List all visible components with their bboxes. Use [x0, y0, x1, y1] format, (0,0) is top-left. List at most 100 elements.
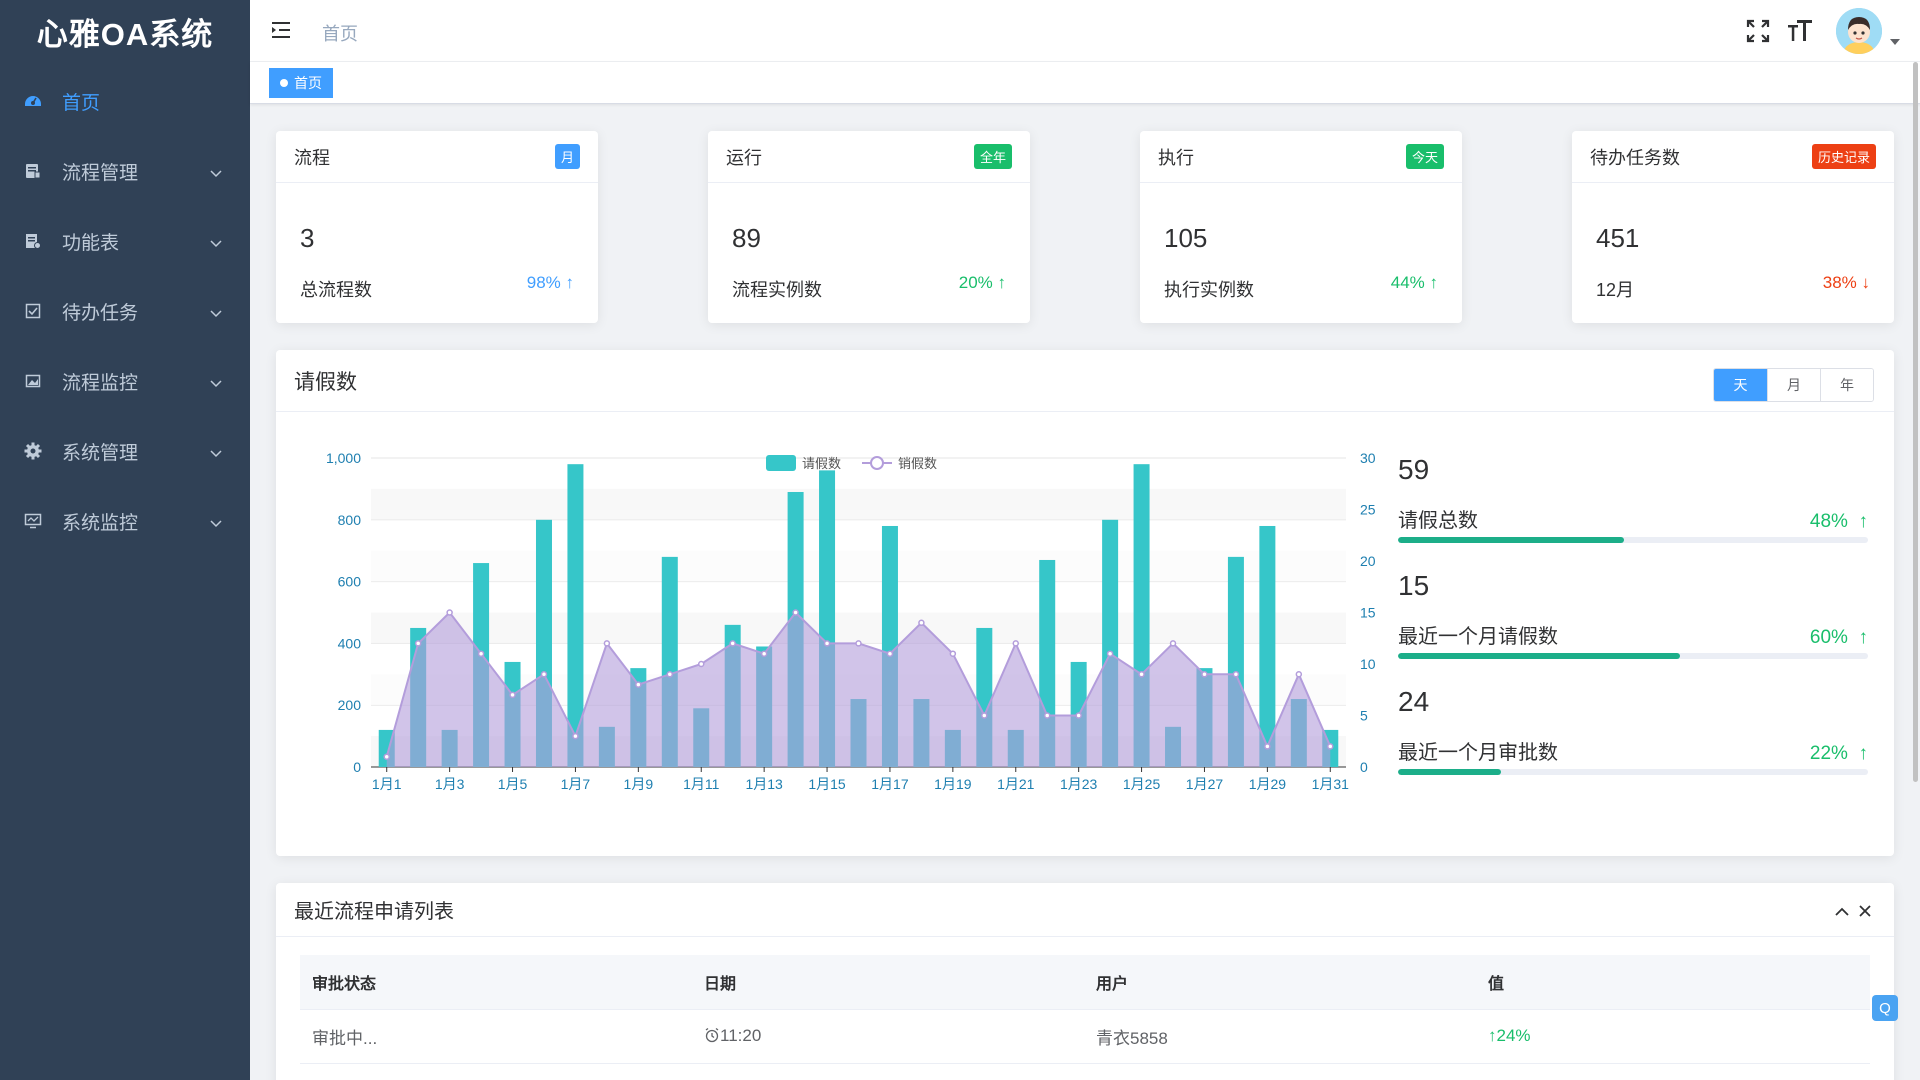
y-right-tick-label: 15 — [1360, 605, 1376, 621]
navbar-tools — [1742, 8, 1900, 54]
point-1月11 — [697, 660, 705, 668]
column-header[interactable]: 日期 — [692, 955, 1084, 1010]
arrow-up-icon: ↑ — [1488, 1026, 1497, 1045]
column-header[interactable]: 值 — [1476, 955, 1870, 1010]
breadcrumb[interactable]: 首页 — [322, 24, 358, 44]
bar-1月7 — [567, 464, 584, 767]
progress-bar — [1398, 769, 1868, 775]
stat-badge: 历史记录 — [1811, 144, 1876, 169]
stat-card-todo: 待办任务数 历史记录 451 12月 38% ↓ — [1572, 131, 1894, 323]
point-1月10 — [666, 671, 674, 678]
x-tick-label: 1月25 — [1123, 776, 1161, 792]
segment-day[interactable]: 天 — [1714, 369, 1767, 401]
stat-value: 3 — [300, 223, 315, 253]
scrollbar[interactable] — [1910, 62, 1920, 782]
legend-marker-cancel — [870, 456, 884, 470]
column-header[interactable]: 审批状态 — [300, 955, 692, 1010]
y-left-tick-label: 600 — [338, 574, 362, 590]
sidebar-item-system-management[interactable]: 系统管理 — [0, 416, 250, 486]
bar-1月29 — [1259, 525, 1276, 767]
segment-month[interactable]: 月 — [1767, 369, 1820, 401]
stat-percent: 38% ↓ — [1822, 273, 1871, 292]
x-tick-label: 1月13 — [745, 776, 783, 792]
stat-title: 流程 — [294, 147, 330, 168]
segment-year[interactable]: 年 — [1820, 369, 1873, 401]
grid-band — [371, 550, 1346, 582]
collapse-icon[interactable] — [1834, 901, 1850, 924]
summary-value: 15 — [1398, 570, 1430, 601]
point-1月21 — [1012, 640, 1020, 647]
form-icon — [24, 232, 42, 250]
summary-percent: 48% ↑ — [1809, 511, 1868, 532]
chart-card-title: 请假数 — [294, 370, 357, 394]
x-tick-label: 1月19 — [934, 776, 972, 792]
stat-value: 451 — [1596, 223, 1640, 253]
y-left-tick-label: 800 — [338, 512, 362, 528]
active-dot-icon — [280, 79, 288, 87]
alarm-clock-icon — [704, 1026, 720, 1045]
point-1月5 — [509, 691, 516, 699]
summary-month-approval: 24 最近一个月审批数 22% ↑ — [1398, 686, 1868, 775]
caret-down-icon[interactable] — [1890, 39, 1900, 45]
close-icon[interactable] — [1858, 901, 1872, 924]
point-1月14 — [792, 609, 799, 616]
y-right-tick-label: 20 — [1360, 553, 1376, 569]
stat-card-executing: 执行 今天 105 执行实例数 44% ↑ — [1140, 131, 1462, 323]
grid-band — [371, 488, 1346, 520]
table-row[interactable]: 审批中... 11:20 青衣5858 ↑24% — [300, 1009, 1870, 1064]
font-size-icon[interactable] — [1784, 15, 1816, 47]
x-tick-label: 1月27 — [1186, 776, 1224, 792]
recent-process-card: 最近流程申请列表 审批状态 日期 用户 值 审批中... 11:20 青衣585… — [276, 883, 1894, 1080]
point-1月22 — [1043, 712, 1051, 719]
sidebar-item-function-table[interactable]: 功能表 — [0, 206, 250, 276]
chevron-down-icon — [210, 162, 222, 184]
legend-swatch-leave — [766, 455, 796, 471]
sidebar-item-home[interactable]: 首页 — [0, 66, 250, 136]
y-right-tick-label: 30 — [1360, 450, 1376, 466]
summary-label: 请假总数 — [1398, 510, 1478, 532]
point-1月25 — [1138, 671, 1145, 678]
sidebar-item-label: 流程管理 — [62, 162, 139, 184]
sidebar-item-system-monitor[interactable]: 系统监控 — [0, 486, 250, 556]
sidebar-item-process-management[interactable]: 流程管理 — [0, 136, 250, 206]
x-tick-label: 1月21 — [997, 776, 1035, 792]
area-series-fill — [386, 612, 1331, 767]
cell-value: ↑24% — [1476, 1009, 1870, 1064]
x-tick-label: 1月1 — [372, 776, 402, 792]
fullscreen-icon[interactable] — [1742, 15, 1774, 47]
stat-label: 总流程数 — [300, 280, 372, 300]
avatar[interactable] — [1836, 8, 1882, 54]
x-tick-label: 1月23 — [1060, 776, 1098, 792]
screen-icon — [24, 512, 42, 530]
y-left-tick-label: 0 — [353, 759, 361, 775]
x-tick-label: 1月9 — [624, 776, 654, 792]
sidebar-item-process-monitor[interactable]: 流程监控 — [0, 346, 250, 416]
arrow-up-icon: ↑ — [997, 273, 1007, 292]
x-tick-label: 1月29 — [1249, 776, 1287, 792]
leave-chart: 0 200 400 600 800 1,000 0 5 10 15 20 25 30 1月1 1月3 1月5 1… — [326, 450, 1376, 792]
table-card-title: 最近流程申请列表 — [294, 901, 454, 923]
checkbox-icon — [24, 302, 42, 320]
sidebar-item-label: 系统管理 — [62, 442, 139, 464]
sidebar-item-label: 流程监控 — [62, 372, 139, 394]
period-switch: 天 月 年 — [1713, 368, 1874, 402]
x-tick-label: 1月15 — [808, 776, 846, 792]
cell-date: 11:20 — [692, 1009, 1084, 1064]
arrow-down-icon: ↓ — [1861, 273, 1871, 292]
floating-helper-icon[interactable]: Q — [1872, 995, 1898, 1021]
sidebar-item-todo-tasks[interactable]: 待办任务 — [0, 276, 250, 346]
process-table: 审批状态 日期 用户 值 审批中... 11:20 青衣5858 ↑24% — [300, 955, 1870, 1064]
arrow-up-icon: ↑ — [1858, 627, 1869, 648]
stat-percent: 20% ↑ — [958, 273, 1007, 292]
progress-bar — [1398, 653, 1868, 659]
progress-bar — [1398, 537, 1868, 543]
tag-home[interactable]: 首页 — [269, 68, 333, 98]
summary-month-leave: 15 最近一个月请假数 60% ↑ — [1398, 570, 1868, 659]
column-header[interactable]: 用户 — [1084, 955, 1476, 1010]
summary-label: 最近一个月请假数 — [1398, 626, 1558, 648]
point-1月29 — [1264, 743, 1271, 750]
point-1月23 — [1075, 712, 1082, 719]
hamburger-icon[interactable] — [270, 20, 294, 40]
tags-view: 首页 — [250, 62, 1920, 104]
stat-badge: 月 — [554, 144, 580, 169]
